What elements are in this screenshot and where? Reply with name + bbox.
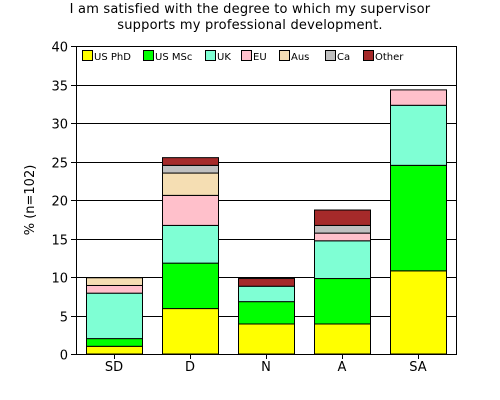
bar-segment-ca [162, 164, 219, 174]
y-tick-label: 5 [60, 311, 68, 326]
bar-segment-other [162, 157, 219, 166]
bar-segment-us-phd [314, 323, 371, 355]
bar-segment-uk [162, 224, 219, 264]
y-tick-label: 10 [51, 272, 68, 287]
y-tick-label: 25 [51, 157, 68, 172]
legend-swatch [205, 50, 216, 61]
bar-segment-uk [238, 285, 295, 303]
legend-swatch [325, 50, 336, 61]
legend-label: US PhD [94, 52, 131, 63]
bar-segment-us-msc [238, 301, 295, 325]
bar-segment-other [314, 209, 371, 226]
chart-title-line-1: I am satisfied with the degree to which … [69, 2, 431, 17]
bar-segment-aus [86, 277, 143, 286]
bars [86, 89, 447, 355]
y-tick-label: 40 [51, 41, 68, 56]
bar-segment-us-msc [390, 164, 447, 272]
y-tick-label: 15 [51, 234, 68, 249]
bar-segment-aus [162, 172, 219, 196]
bar-segment-eu [314, 232, 371, 242]
legend-swatch [82, 50, 93, 61]
y-axis-label: % (n=102) [23, 165, 38, 236]
chart-title-line-2: supports my professional development. [117, 18, 383, 33]
legend-label: Ca [337, 52, 350, 63]
y-tick-label: 0 [60, 349, 68, 364]
bar-segment-ca [314, 224, 371, 234]
bar-segment-uk [314, 240, 371, 280]
legend: US PhD US MSc UK EU Aus Ca Other [82, 50, 404, 63]
bar-segment-eu [162, 194, 219, 226]
legend-label: UK [217, 52, 231, 63]
bar-segment-eu [86, 284, 143, 294]
x-tick-label: N [261, 360, 271, 375]
bar-segment-us-phd [86, 345, 143, 355]
bar-segment-us-msc [86, 338, 143, 347]
bar-segment-eu [390, 89, 447, 106]
legend-label: Other [375, 52, 404, 63]
bar-segment-us-msc [162, 262, 219, 310]
bar-segment-us-msc [314, 278, 371, 325]
bar-segment-uk [86, 292, 143, 340]
x-tick-label: SA [409, 360, 426, 375]
legend-label: EU [253, 52, 267, 63]
bar-segment-us-phd [238, 323, 295, 355]
y-tick-label: 20 [51, 195, 68, 210]
legend-swatch [241, 50, 252, 61]
axes: 0 5 10 15 20 25 30 35 40 SD D N A SA [51, 41, 426, 376]
legend-label: US MSc [155, 52, 192, 63]
x-tick-label: D [185, 360, 195, 375]
bar-segment-us-phd [390, 270, 447, 355]
legend-swatch [279, 50, 290, 61]
bar-segment-other [238, 278, 295, 287]
legend-swatch [143, 50, 154, 61]
y-tick-label: 35 [51, 80, 68, 95]
x-tick-label: SD [105, 360, 123, 375]
bar-segment-us-phd [162, 308, 219, 355]
legend-label: Aus [291, 52, 309, 63]
legend-swatch [363, 50, 374, 61]
x-tick-label: A [338, 360, 347, 375]
y-tick-label: 30 [51, 118, 68, 133]
bar-segment-uk [390, 104, 447, 166]
